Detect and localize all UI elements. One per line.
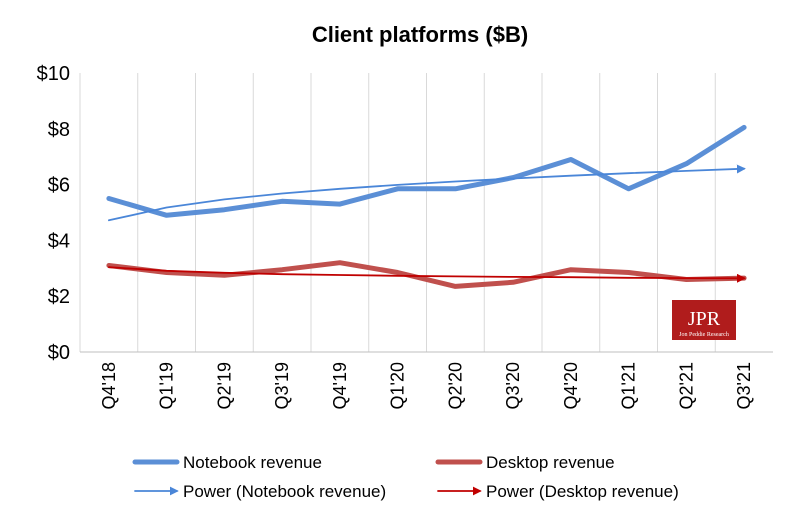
x-tick-label: Q2'21 bbox=[676, 362, 696, 409]
x-tick-label: Q3'19 bbox=[272, 362, 292, 409]
y-tick-label: $10 bbox=[37, 63, 70, 85]
logo-background bbox=[672, 300, 736, 340]
x-tick-label: Q4'20 bbox=[561, 362, 581, 409]
trendline bbox=[108, 164, 746, 222]
x-tick-label: Q4'18 bbox=[99, 362, 119, 409]
x-tick-label: Q1'20 bbox=[388, 362, 408, 409]
x-tick-labels: Q4'18 Q1'19 Q2'19 Q3'19 Q4'19 Q1'20 Q2'20 Q3'20… bbox=[99, 362, 754, 409]
logo-text: JPR bbox=[688, 308, 721, 330]
logo-subtext: Jon Peddie Research bbox=[679, 332, 729, 338]
legend-label: Power (Notebook revenue) bbox=[183, 482, 386, 501]
legend-label: Notebook revenue bbox=[183, 453, 322, 472]
y-tick-label: $2 bbox=[48, 286, 70, 308]
series-line bbox=[106, 124, 747, 218]
axes bbox=[79, 73, 773, 353]
series-line bbox=[106, 260, 747, 289]
legend: Notebook revenue Desktop revenue Power (No… bbox=[132, 453, 679, 501]
x-tick-label: Q1'21 bbox=[619, 362, 639, 409]
chart-title: Client platforms ($B) bbox=[312, 22, 528, 47]
y-tick-label: $4 bbox=[48, 230, 70, 252]
x-tick-label: Q3'20 bbox=[503, 362, 523, 409]
y-tick-label: $6 bbox=[48, 175, 70, 197]
y-tick-labels: $0 $2 $4 $6 $8 $10 bbox=[37, 63, 70, 364]
x-tick-label: Q4'19 bbox=[330, 362, 350, 409]
y-tick-label: $0 bbox=[48, 342, 70, 364]
x-tick-label: Q3'21 bbox=[734, 362, 754, 409]
series-lines bbox=[106, 124, 747, 289]
x-tick-label: Q1'19 bbox=[157, 362, 177, 409]
y-tick-label: $8 bbox=[48, 119, 70, 141]
x-tick-label: Q2'19 bbox=[214, 362, 234, 409]
trendline bbox=[108, 266, 746, 283]
x-tick-label: Q2'20 bbox=[445, 362, 465, 409]
gridlines bbox=[137, 73, 716, 352]
jpr-logo: JPR Jon Peddie Research bbox=[672, 300, 736, 340]
legend-label: Power (Desktop revenue) bbox=[486, 482, 679, 501]
legend-label: Desktop revenue bbox=[486, 453, 615, 472]
